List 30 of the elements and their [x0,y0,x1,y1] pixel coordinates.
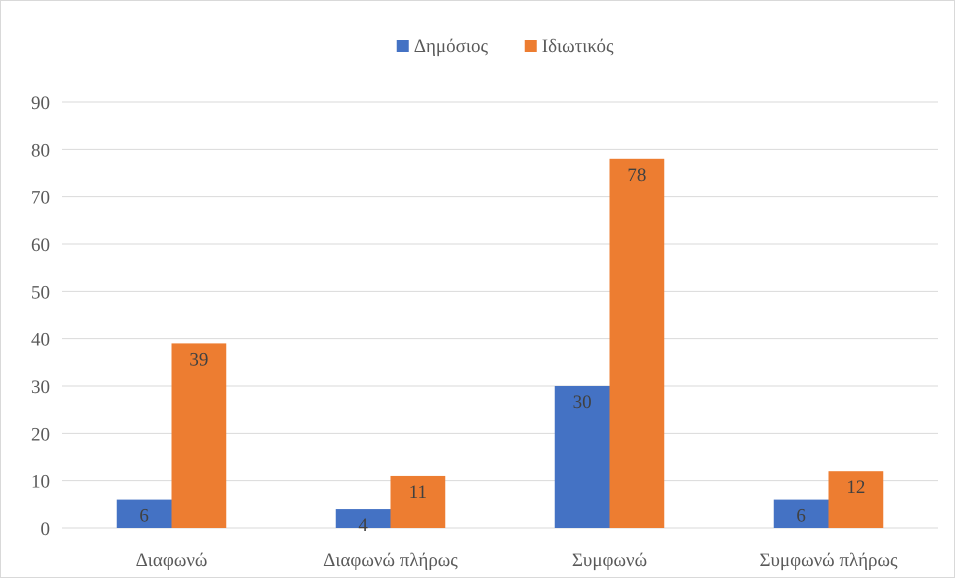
y-tick-label: 60 [31,235,50,256]
y-tick-label: 0 [40,519,50,540]
bar [828,471,884,528]
y-tick-label: 80 [31,140,50,162]
data-label: 39 [189,349,208,370]
data-label: 12 [846,477,866,498]
bar [610,158,664,528]
legend-label: Δημόσιος [414,36,488,57]
y-tick-label: 30 [31,377,50,398]
bar [774,500,828,528]
y-tick-label: 40 [31,330,50,351]
bar [390,476,446,528]
y-tick-label: 20 [31,424,50,446]
x-tick-label: Διαφωνώ [136,550,208,571]
bar [116,500,172,528]
y-tick-label: 50 [31,282,50,304]
y-tick-label: 10 [31,472,50,493]
data-label: 30 [572,392,592,413]
x-tick-label: Διαφωνώ πλήρως [323,550,458,571]
legend-label: Ιδιωτικός [542,36,614,57]
y-tick-label: 70 [31,188,50,209]
data-label: 11 [408,482,428,503]
data-label: 6 [139,506,149,527]
bar [172,343,226,528]
x-tick-label: Συμφωνώ [572,550,648,571]
data-label: 6 [796,506,806,527]
y-tick-label: 90 [31,93,50,114]
x-tick-label: Συμφωνώ πλήρως [759,550,898,571]
data-label: 78 [627,164,646,186]
bar [554,386,610,528]
